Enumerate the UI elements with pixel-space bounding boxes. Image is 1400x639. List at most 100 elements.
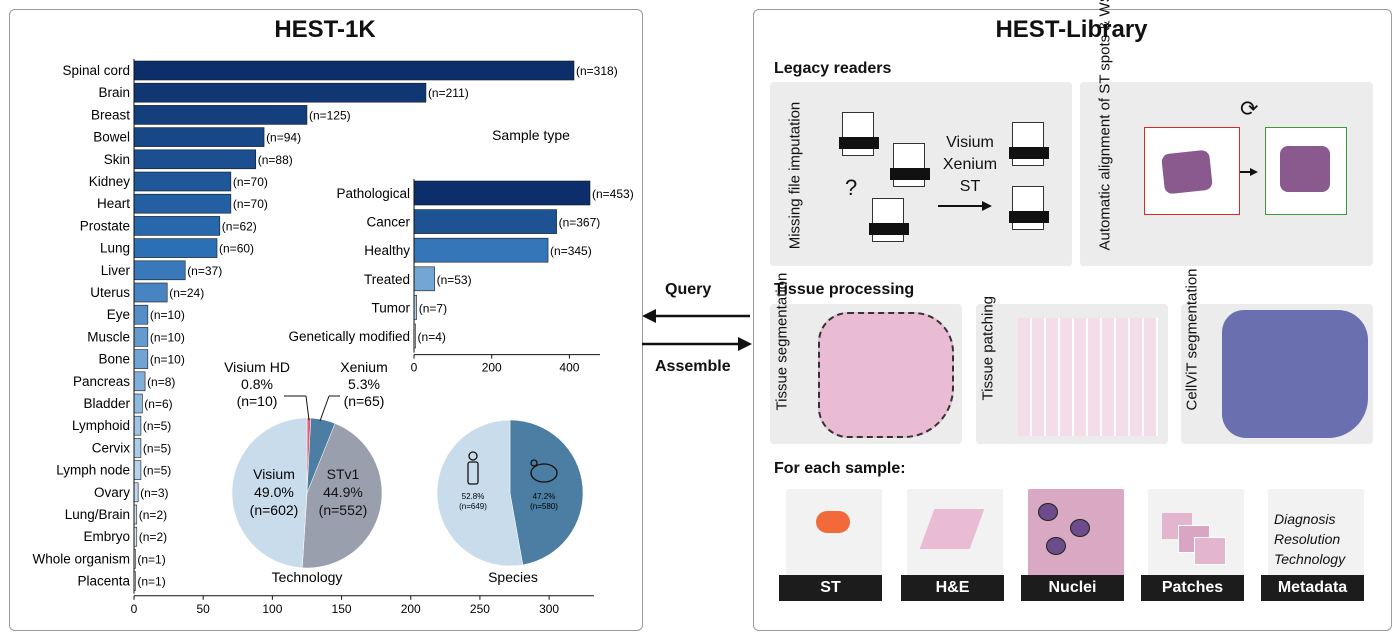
slice-count: (n=602) <box>250 502 299 518</box>
slice-name: Visium <box>253 466 295 482</box>
value-label: (n=6) <box>144 397 172 411</box>
value-label: (n=8) <box>147 375 175 389</box>
nuclei-output-label: Nuclei <box>1021 575 1124 601</box>
file-icon <box>839 112 879 156</box>
value-label: (n=2) <box>139 508 167 522</box>
cellvit-label: CellViT segmentation <box>1183 268 1201 411</box>
category-label: Embryo <box>83 529 130 544</box>
question-mark: ? <box>845 175 858 200</box>
category-label: Eye <box>107 307 130 322</box>
mouse-icon <box>530 463 558 483</box>
chart-title: Species <box>488 569 538 585</box>
slice-pct: 49.0% <box>254 484 294 500</box>
x-tick-label: 100 <box>262 602 282 616</box>
category-label: Lymph node <box>56 463 130 478</box>
x-tick-label: 200 <box>482 361 502 375</box>
he-stack-icon <box>919 509 985 549</box>
category-label: Pancreas <box>73 374 130 389</box>
value-label: (n=5) <box>143 441 171 455</box>
bar <box>133 60 575 81</box>
value-label: (n=10) <box>150 308 185 322</box>
x-tick-label: 150 <box>332 602 352 616</box>
file-icon <box>1009 186 1049 230</box>
bar <box>133 149 257 170</box>
formats-list: Visium Xenium ST <box>938 132 1002 198</box>
cellvit-tissue-image <box>1222 310 1368 438</box>
format-xenium: Xenium <box>942 156 998 173</box>
patch-tile-icon <box>1194 537 1226 565</box>
category-label: Treated <box>364 272 410 287</box>
value-label: (n=1) <box>137 552 165 566</box>
slice-pct: 52.8% <box>462 492 485 501</box>
human-icon <box>468 451 478 461</box>
nucleus-icon <box>1070 519 1090 537</box>
tissue-patching-label: Tissue patching <box>979 295 997 401</box>
value-label: (n=37) <box>187 264 222 278</box>
slice-name: Visium HD <box>224 359 290 375</box>
bar <box>133 105 308 125</box>
x-tick-label: 400 <box>559 361 579 375</box>
value-label: (n=367) <box>559 216 601 230</box>
technology-slice <box>231 417 308 569</box>
value-label: (n=7) <box>419 301 447 315</box>
legacy-readers-title: Legacy readers <box>774 60 892 77</box>
file-icon <box>1009 122 1049 166</box>
right-panel-title: HEST-Library <box>995 16 1148 43</box>
slice-pct: 5.3% <box>348 376 380 392</box>
value-label: (n=2) <box>139 530 167 544</box>
category-label: Lung <box>100 241 130 256</box>
species-slice <box>509 419 584 566</box>
query-label: Query <box>665 281 712 298</box>
category-label: Spinal cord <box>62 63 130 78</box>
human-icon <box>467 461 479 485</box>
leader-line <box>319 395 330 422</box>
unaligned-spots-image <box>1144 127 1240 215</box>
value-label: (n=10) <box>150 353 185 367</box>
bar <box>133 371 146 392</box>
bar <box>133 415 142 436</box>
category-label: Kidney <box>89 174 131 189</box>
x-tick-label: 50 <box>197 602 211 616</box>
bar <box>133 171 232 192</box>
bar <box>133 438 142 458</box>
category-label: Muscle <box>87 329 130 344</box>
value-label: (n=24) <box>169 286 204 300</box>
aligned-spots-image <box>1265 127 1347 215</box>
category-label: Bladder <box>83 396 130 411</box>
category-label: Prostate <box>80 218 130 233</box>
nucleus-icon <box>1038 503 1058 521</box>
value-label: (n=53) <box>437 273 472 287</box>
x-tick-label: 200 <box>401 602 421 616</box>
metadata-technology: Technology <box>1274 551 1346 567</box>
slice-count: (n=580) <box>530 502 558 511</box>
bar <box>413 266 435 292</box>
refresh-icon: ⟳ <box>1240 96 1259 121</box>
x-tick-label: 0 <box>411 361 418 375</box>
x-tick-label: 300 <box>539 602 559 616</box>
bar <box>133 238 218 258</box>
value-label: (n=211) <box>428 86 469 100</box>
bar <box>133 127 265 147</box>
value-label: (n=70) <box>233 197 268 211</box>
leader-line <box>305 395 310 421</box>
category-label: Skin <box>104 152 130 167</box>
bar <box>133 327 149 347</box>
value-label: (n=94) <box>266 131 301 145</box>
st-output-label: ST <box>779 575 882 601</box>
category-label: Brain <box>98 85 130 100</box>
category-label: Lung/Brain <box>65 507 130 522</box>
alignment-label: Automatic alignment of ST spots & WSI <box>1096 0 1114 251</box>
slice-pct: 0.8% <box>241 376 273 392</box>
category-label: Bone <box>98 352 130 367</box>
value-label: (n=453) <box>592 187 634 201</box>
patches-output-label: Patches <box>1141 575 1244 601</box>
nucleus-icon <box>1046 537 1066 555</box>
bar <box>133 393 143 414</box>
bar <box>133 304 149 325</box>
category-label: Breast <box>91 107 130 122</box>
category-label: Cancer <box>366 215 410 230</box>
x-tick-label: 250 <box>470 602 490 616</box>
slice-name: Xenium <box>340 359 387 375</box>
left-panel-title: HEST-1K <box>274 16 376 43</box>
